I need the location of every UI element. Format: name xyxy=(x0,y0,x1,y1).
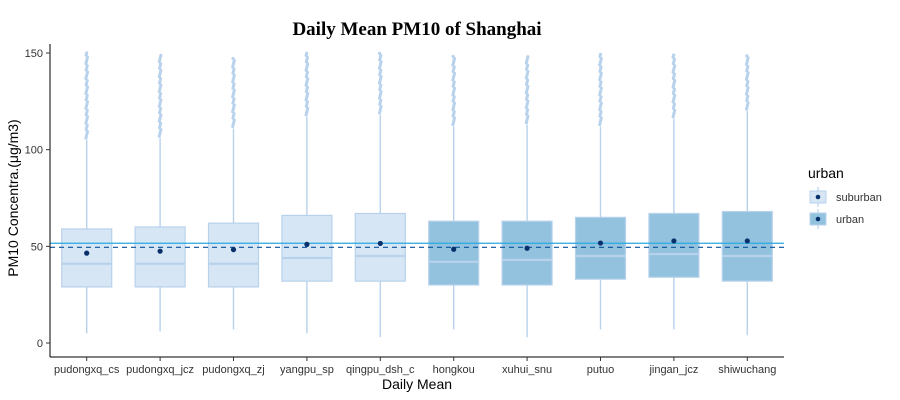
box-shiwuchang xyxy=(721,54,773,336)
box-iqr xyxy=(354,212,406,282)
mean-point xyxy=(230,247,237,253)
x-axis-title: Daily Mean xyxy=(382,376,452,392)
outlier-point xyxy=(745,54,749,58)
y-tick-label: 100 xyxy=(25,145,43,157)
box-yangpu_sp xyxy=(281,51,333,334)
box-pudongxq_jcz xyxy=(134,53,186,332)
mean-point xyxy=(597,240,604,246)
mean-point xyxy=(671,238,677,244)
outliers xyxy=(451,54,457,127)
mean-point xyxy=(524,245,530,251)
box-iqr xyxy=(281,214,333,282)
plot-area xyxy=(50,51,784,338)
box-pudongxq_cs xyxy=(61,51,113,334)
box-iqr xyxy=(574,216,627,280)
outliers xyxy=(231,56,236,129)
legend-key-mean xyxy=(815,216,821,222)
chart-title: Daily Mean PM10 of Shanghai xyxy=(292,19,541,40)
x-tick-label: pudongxq_cs xyxy=(54,364,120,376)
axes: 0 50 100 150 pudongxq_cs pudongxq_jcz pudongxq… xyxy=(25,44,784,376)
box-hongkou xyxy=(428,54,480,330)
outlier-point xyxy=(231,56,235,61)
outliers xyxy=(671,53,677,119)
box-iqr xyxy=(134,226,186,288)
outlier-point xyxy=(305,51,309,55)
box-iqr xyxy=(501,220,553,286)
x-tick-label: jingan_jcz xyxy=(648,364,698,376)
y-tick-label: 150 xyxy=(25,48,43,60)
legend-key-mean xyxy=(815,194,821,200)
outlier-point xyxy=(526,55,530,59)
outliers xyxy=(377,51,383,115)
box-putuo xyxy=(574,52,627,330)
box-qingpu_dsh_c xyxy=(354,51,406,338)
mean-point xyxy=(451,246,457,252)
outlier-point xyxy=(377,51,382,55)
box-iqr xyxy=(721,210,773,282)
outlier-point xyxy=(451,54,455,59)
mean-point xyxy=(744,238,750,244)
outlier-point xyxy=(159,53,163,57)
legend: urban suburban urban xyxy=(808,165,882,229)
x-tick-label: hongkou xyxy=(433,364,475,376)
x-tick-label: qingpu_dsh_c xyxy=(346,364,415,376)
mean-point xyxy=(377,240,383,247)
box-xuhui_snu xyxy=(501,55,553,338)
box-iqr xyxy=(428,220,480,286)
box-jingan_jcz xyxy=(648,53,700,330)
box-iqr xyxy=(648,212,700,278)
outliers xyxy=(84,51,90,140)
outliers xyxy=(598,52,603,127)
outlier-point xyxy=(672,53,676,57)
x-tick-label: xuhui_snu xyxy=(502,364,552,376)
outliers xyxy=(744,54,750,111)
mean-point xyxy=(84,250,90,256)
x-tick-label: pudongxq_zj xyxy=(202,364,264,376)
outlier-point xyxy=(598,52,603,56)
y-tick-label: 0 xyxy=(37,338,43,350)
outliers xyxy=(524,55,530,125)
mean-point xyxy=(304,241,310,247)
legend-item-suburban: suburban xyxy=(809,187,882,207)
legend-item-urban: urban xyxy=(809,209,864,229)
outliers xyxy=(157,53,163,138)
outliers xyxy=(304,51,310,117)
legend-title: urban xyxy=(808,165,844,181)
x-tick-label: yangpu_sp xyxy=(280,364,334,376)
mean-point xyxy=(157,248,163,254)
x-tick-label: pudongxq_jcz xyxy=(126,364,194,376)
x-tick-label: putuo xyxy=(587,364,615,376)
box-iqr xyxy=(207,222,260,288)
x-tick-label: shiwuchang xyxy=(718,364,776,376)
box-pudongxq_zj xyxy=(207,56,260,330)
box-iqr xyxy=(61,228,113,288)
legend-label: suburban xyxy=(836,192,882,204)
legend-label: urban xyxy=(836,214,864,226)
y-tick-label: 50 xyxy=(31,241,43,253)
outlier-point xyxy=(85,51,89,55)
y-axis-title: PM10 Concentra.(μg/m3) xyxy=(5,119,21,276)
